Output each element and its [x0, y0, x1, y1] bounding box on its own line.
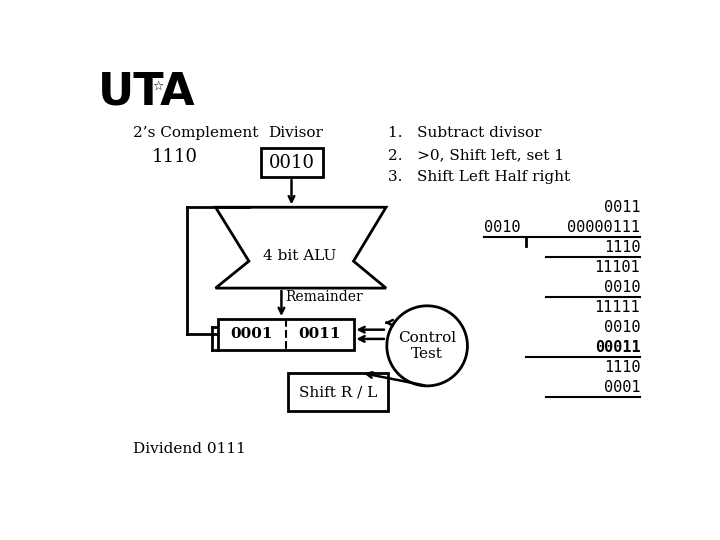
- Text: 11111: 11111: [595, 300, 640, 315]
- Polygon shape: [215, 207, 386, 288]
- Text: 1110: 1110: [604, 360, 640, 375]
- Text: Remainder: Remainder: [285, 289, 363, 303]
- Text: 0001: 0001: [230, 327, 273, 341]
- Text: Divisor: Divisor: [269, 126, 323, 140]
- Circle shape: [387, 306, 467, 386]
- Text: UTA: UTA: [98, 71, 195, 114]
- Text: 2’s Complement: 2’s Complement: [132, 126, 258, 140]
- Text: 4 bit ALU: 4 bit ALU: [263, 249, 336, 263]
- Text: 0010: 0010: [604, 280, 640, 295]
- Text: 1110: 1110: [604, 240, 640, 254]
- Text: 0010: 0010: [484, 220, 521, 234]
- Text: 0010: 0010: [604, 320, 640, 335]
- Text: 1110: 1110: [152, 148, 198, 166]
- Text: 3.   Shift Left Half right: 3. Shift Left Half right: [388, 170, 570, 184]
- Text: 0010: 0010: [269, 153, 315, 172]
- Text: Shift R / L: Shift R / L: [299, 385, 377, 399]
- Text: 00000111: 00000111: [567, 220, 640, 234]
- Bar: [261, 148, 323, 177]
- Text: 0011: 0011: [298, 327, 341, 341]
- Text: 1.   Subtract divisor: 1. Subtract divisor: [388, 126, 542, 140]
- Bar: [218, 319, 354, 350]
- Text: Control
Test: Control Test: [398, 330, 456, 361]
- Text: 2.   >0, Shift left, set 1: 2. >0, Shift left, set 1: [388, 148, 564, 162]
- Text: 11101: 11101: [595, 260, 640, 275]
- Text: 0011: 0011: [604, 200, 640, 214]
- Text: 0001: 0001: [604, 380, 640, 395]
- Text: Dividend 0111: Dividend 0111: [132, 442, 246, 456]
- Bar: [287, 373, 388, 411]
- Text: 00011: 00011: [595, 340, 640, 355]
- Text: ☆: ☆: [153, 80, 164, 93]
